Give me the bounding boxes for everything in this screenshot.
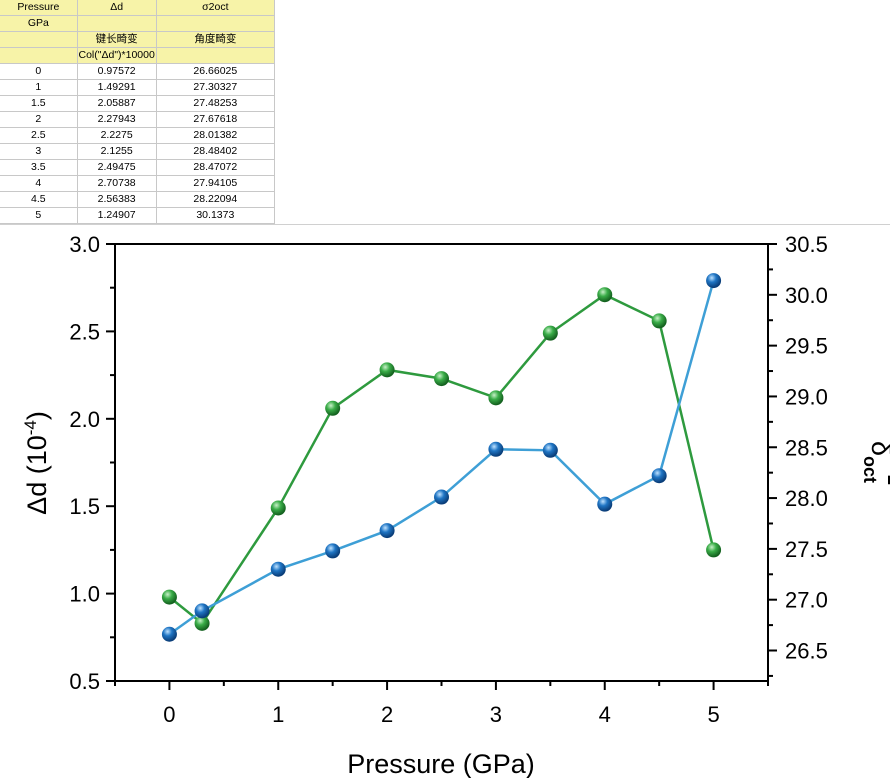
formula-cell[interactable] bbox=[156, 47, 276, 64]
x-tick-label: 3 bbox=[490, 702, 502, 727]
x-tick-label: 0 bbox=[163, 702, 175, 727]
data-point-right bbox=[434, 489, 449, 505]
data-point-right bbox=[706, 273, 722, 289]
column-header[interactable]: Δd bbox=[77, 0, 157, 16]
data-cell[interactable]: 2.5 bbox=[0, 127, 78, 144]
data-cell[interactable]: 4 bbox=[0, 175, 78, 192]
data-cell[interactable]: 28.22094 bbox=[156, 191, 276, 208]
data-point-right bbox=[542, 442, 558, 458]
data-point-left bbox=[194, 615, 210, 631]
data-cell[interactable]: 27.94105 bbox=[156, 175, 276, 192]
data-point-right bbox=[270, 561, 286, 577]
x-tick-label: 1 bbox=[272, 702, 284, 727]
data-cell[interactable]: 2.56383 bbox=[77, 191, 157, 208]
units-cell[interactable] bbox=[77, 15, 157, 32]
double-y-line-chart[interactable]: 0 1 2 3 4 5 0.5 1.0 1.5 2.0 2.5 3.0 26.5 27.0 27.5 28.0… bbox=[0, 225, 890, 778]
formula-cell[interactable]: Col("Δd")*10000 bbox=[77, 47, 157, 64]
data-cell[interactable]: 2.49475 bbox=[77, 159, 157, 176]
plot-frame bbox=[114, 243, 769, 682]
y-right-tick-label: 26.5 bbox=[785, 639, 828, 664]
y-right-tick-label: 29.5 bbox=[785, 334, 828, 359]
data-point-left bbox=[651, 313, 667, 329]
data-point-left bbox=[379, 362, 395, 378]
y-left-tick-label: 3.0 bbox=[69, 232, 100, 257]
data-cell[interactable]: 28.47072 bbox=[156, 159, 276, 176]
data-point-right bbox=[379, 523, 395, 539]
y-left-tick-label: 0.5 bbox=[69, 669, 100, 694]
x-tick-label: 4 bbox=[599, 702, 611, 727]
data-cell[interactable]: 27.30327 bbox=[156, 79, 276, 96]
data-cell[interactable]: 3 bbox=[0, 143, 78, 160]
y-right-axis-label: δoct2 bbox=[860, 441, 890, 485]
y-right-tick-label: 28.5 bbox=[785, 435, 828, 460]
data-cell[interactable]: 27.48253 bbox=[156, 95, 276, 112]
y-left-axis-label: Δd (10-4) bbox=[21, 411, 52, 515]
data-point-right bbox=[488, 441, 504, 457]
column-header[interactable]: Pressure bbox=[0, 0, 78, 16]
y-right-tick-label: 29.0 bbox=[785, 384, 828, 409]
comment-cell[interactable]: 角度畸变 bbox=[156, 31, 276, 48]
series-line-right bbox=[168, 280, 715, 636]
data-cell[interactable]: 27.67618 bbox=[156, 111, 276, 128]
column-header[interactable]: σ2oct bbox=[156, 0, 276, 16]
y-left-tick-label: 2.0 bbox=[69, 407, 100, 432]
data-cell[interactable]: 1.5 bbox=[0, 95, 78, 112]
data-cell[interactable]: 28.48402 bbox=[156, 143, 276, 160]
data-cell[interactable]: 0.97572 bbox=[77, 63, 157, 80]
y-right-tick-label: 30.0 bbox=[785, 283, 828, 308]
worksheet-table[interactable]: Pressure Δd σ2oct GPa 键长畸变 角度畸变 Col("Δd")*1000… bbox=[0, 0, 276, 224]
x-tick-label: 5 bbox=[707, 702, 719, 727]
data-cell[interactable]: 1 bbox=[0, 79, 78, 96]
data-cell[interactable]: 28.01382 bbox=[156, 127, 276, 144]
y-right-tick-label: 27.0 bbox=[785, 588, 828, 613]
y-right-tick-label: 30.5 bbox=[785, 232, 828, 257]
formula-cell[interactable] bbox=[0, 47, 78, 64]
units-cell[interactable]: GPa bbox=[0, 15, 78, 32]
data-point-left bbox=[542, 325, 558, 341]
data-point-left bbox=[488, 390, 504, 406]
data-point-right bbox=[194, 603, 210, 619]
x-axis-label: Pressure (GPa) bbox=[347, 749, 535, 778]
data-point-left bbox=[161, 589, 177, 605]
graph-window[interactable]: 0 1 2 3 4 5 0.5 1.0 1.5 2.0 2.5 3.0 26.5 27.0 27.5 28.0… bbox=[0, 224, 890, 778]
data-point-left bbox=[706, 542, 722, 558]
y-right-tick-label: 28.0 bbox=[785, 486, 828, 511]
data-point-right bbox=[597, 496, 613, 512]
y-right-tick-label: 27.5 bbox=[785, 537, 828, 562]
data-point-left bbox=[597, 287, 613, 303]
data-cell[interactable]: 26.66025 bbox=[156, 63, 276, 80]
comment-cell[interactable] bbox=[0, 31, 78, 48]
data-point-left bbox=[325, 400, 341, 416]
y-left-tick-label: 1.5 bbox=[69, 494, 100, 519]
y-left-tick-label: 1.0 bbox=[69, 582, 100, 607]
data-cell[interactable]: 2.70738 bbox=[77, 175, 157, 192]
data-cell[interactable]: 1.24907 bbox=[77, 207, 157, 224]
units-cell[interactable] bbox=[156, 15, 276, 32]
data-point-right bbox=[651, 468, 667, 484]
data-cell[interactable]: 3.5 bbox=[0, 159, 78, 176]
data-point-left bbox=[434, 371, 449, 387]
y-left-tick-label: 2.5 bbox=[69, 319, 100, 344]
data-cell[interactable]: 5 bbox=[0, 207, 78, 224]
data-cell[interactable]: 2.27943 bbox=[77, 111, 157, 128]
data-cell[interactable]: 0 bbox=[0, 63, 78, 80]
data-cell[interactable]: 2.05887 bbox=[77, 95, 157, 112]
data-cell[interactable]: 1.49291 bbox=[77, 79, 157, 96]
data-cell[interactable]: 4.5 bbox=[0, 191, 78, 208]
data-point-right bbox=[325, 543, 341, 559]
x-tick-label: 2 bbox=[381, 702, 393, 727]
data-point-left bbox=[270, 500, 286, 516]
data-cell[interactable]: 2.1255 bbox=[77, 143, 157, 160]
data-cell[interactable]: 30.1373 bbox=[156, 207, 276, 224]
data-cell[interactable]: 2 bbox=[0, 111, 78, 128]
comment-cell[interactable]: 键长畸变 bbox=[77, 31, 157, 48]
worksheet[interactable]: Pressure Δd σ2oct GPa 键长畸变 角度畸变 Col("Δd")*1000… bbox=[0, 0, 276, 224]
data-cell[interactable]: 2.2275 bbox=[77, 127, 157, 144]
data-point-right bbox=[161, 626, 177, 642]
series-line-left bbox=[168, 293, 715, 626]
